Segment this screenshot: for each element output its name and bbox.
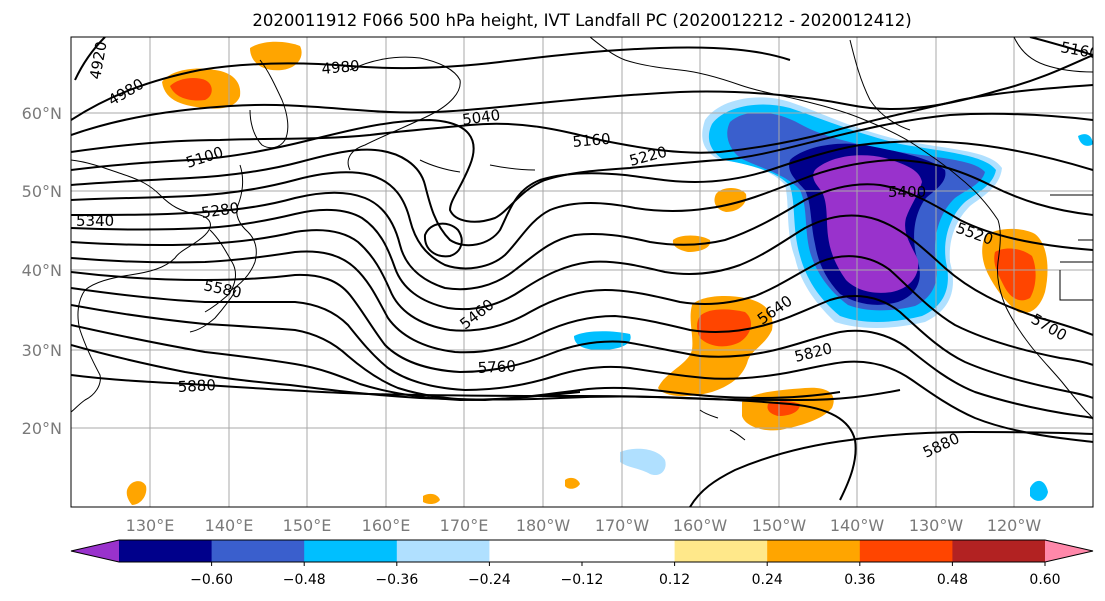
colorbar-segment — [859, 540, 953, 562]
colorbar-segment — [304, 540, 398, 562]
colorbar-tick-label: 0.36 — [844, 572, 875, 588]
colorbar-tick-label: −0.60 — [190, 572, 233, 588]
colorbar-segment — [674, 540, 768, 562]
contour-label-5880: 5880 — [177, 376, 216, 396]
contour-label-5280: 5280 — [200, 199, 240, 222]
contour-label-5160: 5160 — [572, 130, 612, 151]
colorbar-tick-label: 0.12 — [659, 572, 690, 588]
lon-label-140w: 140°W — [830, 516, 885, 535]
height-contours — [71, 37, 1093, 507]
negative-pc-region-small2 — [620, 448, 666, 476]
colorbar-segment — [119, 540, 213, 562]
lon-label-120w: 120°W — [987, 516, 1042, 535]
lat-label-50n: 50°N — [22, 182, 62, 201]
colorbar-segment — [489, 540, 583, 562]
negative-pc-region-purple — [813, 155, 922, 293]
colorbar-extension-high — [1045, 540, 1093, 562]
colorbar-segment — [952, 540, 1046, 562]
latitude-labels: 60°N 50°N 40°N 30°N 20°N — [22, 104, 62, 438]
contour-label-5760: 5760 — [477, 357, 516, 377]
lon-label-150w: 150°W — [752, 516, 807, 535]
negative-pc-region-small3 — [1078, 134, 1093, 146]
lon-label-160e: 160°E — [362, 516, 411, 535]
lat-label-20n: 20°N — [22, 419, 62, 438]
colorbar-tick-label: −0.12 — [561, 572, 604, 588]
lon-label-170w: 170°W — [595, 516, 650, 535]
positive-pc-region-s2 — [565, 477, 580, 489]
map-title: 2020011912 F066 500 hPa height, IVT Land… — [252, 11, 911, 30]
positive-pc-region-s1 — [423, 493, 440, 505]
colorbar-tick-labels: −0.60 −0.48 −0.36 −0.24 −0.12 0.12 0.24 0.36 0.4… — [190, 562, 1061, 588]
lon-label-140e: 140°E — [205, 516, 254, 535]
lat-label-40n: 40°N — [22, 261, 62, 280]
map-frame — [70, 36, 1094, 508]
graticule — [71, 37, 1093, 507]
contour-label-5400: 5400 — [888, 183, 926, 201]
colorbar-extension-low — [71, 540, 119, 562]
colorbar-tick-label: −0.48 — [283, 572, 326, 588]
colorbar-segment — [582, 540, 676, 562]
colorbar-segment — [211, 540, 305, 562]
longitude-labels: 130°E 140°E 150°E 160°E 170°E 180°W 170°… — [126, 516, 1042, 535]
contour-label-4980: 4980 — [321, 57, 361, 78]
lat-label-30n: 30°N — [22, 341, 62, 360]
lat-label-60n: 60°N — [22, 104, 62, 123]
positive-pc-region-sw — [126, 481, 147, 505]
positive-pc-region-mid-core — [697, 309, 752, 347]
colorbar-tick-label: 0.24 — [752, 572, 783, 588]
colorbar — [70, 539, 1094, 563]
colorbar-segment — [396, 540, 490, 562]
colorbar-tick-label: 0.48 — [937, 572, 968, 588]
lon-label-170e: 170°E — [440, 516, 489, 535]
positive-pc-region-kamchatka-core — [170, 78, 212, 101]
negative-pc-region-small4 — [1030, 480, 1048, 501]
lon-label-180w: 180°W — [516, 516, 571, 535]
colorbar-tick-label: −0.36 — [375, 572, 418, 588]
contour-label-5040: 5040 — [461, 106, 501, 129]
colorbar-tick-label: 0.60 — [1029, 572, 1060, 588]
colorbar-tick-label: −0.24 — [468, 572, 511, 588]
negative-pc-region-small1 — [574, 331, 631, 350]
positive-pc-region-calif-core — [994, 248, 1036, 301]
colorbar-segment — [767, 540, 861, 562]
lon-label-130w: 130°W — [909, 516, 964, 535]
lon-label-150e: 150°E — [283, 516, 332, 535]
lon-label-130e: 130°E — [126, 516, 175, 535]
lon-label-160w: 160°W — [673, 516, 728, 535]
contour-label-5340: 5340 — [76, 212, 114, 230]
